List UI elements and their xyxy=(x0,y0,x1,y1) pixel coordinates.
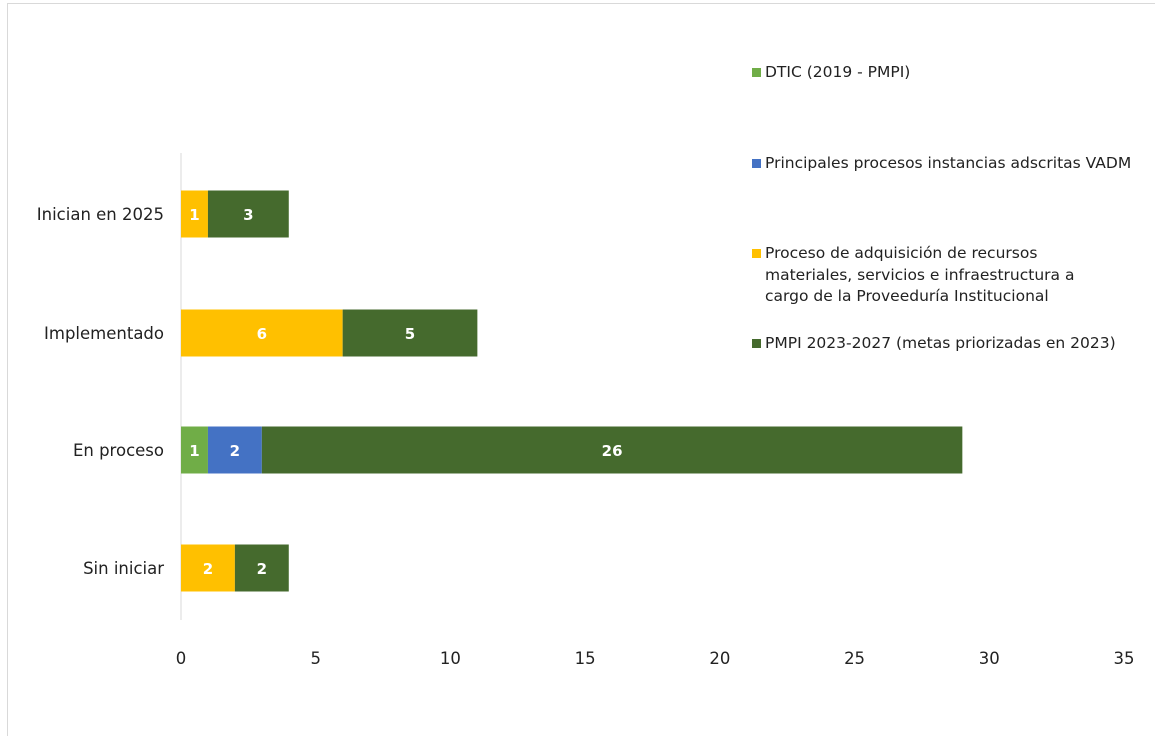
x-tick-label: 0 xyxy=(176,649,187,668)
category-label: Implementado xyxy=(44,324,164,343)
bar-segment xyxy=(207,426,262,474)
x-tick-label: 20 xyxy=(709,649,730,668)
data-label: 6 xyxy=(257,325,267,343)
x-tick-label: 5 xyxy=(310,649,321,668)
bar-segment xyxy=(261,426,963,474)
legend-item-vadm: Principales procesos instancias adscrita… xyxy=(752,153,1152,175)
x-tick-label: 10 xyxy=(440,649,461,668)
category-label: En proceso xyxy=(73,441,164,460)
bar-segment xyxy=(342,309,478,357)
legend-swatch-dtic xyxy=(752,68,761,77)
chart-frame xyxy=(7,3,1155,736)
category-labels: Inician en 2025 Implementado En proceso Sin… xyxy=(37,205,164,578)
data-label: 1 xyxy=(189,206,199,224)
x-tick-label: 25 xyxy=(844,649,865,668)
legend-label-vadm: Principales procesos instancias adscrita… xyxy=(765,154,1132,172)
category-label: Sin iniciar xyxy=(83,559,164,578)
legend-item-dtic: DTIC (2019 - PMPI) xyxy=(752,62,1152,84)
bar-segment xyxy=(181,190,208,238)
bar-segment xyxy=(181,426,208,474)
legend-item-pmpi: PMPI 2023-2027 (metas priorizadas en 202… xyxy=(752,333,1152,355)
x-tick-labels: 0 5 10 15 20 25 30 35 xyxy=(176,649,1135,668)
data-label: 26 xyxy=(602,442,623,460)
data-label: 2 xyxy=(203,560,213,578)
data-label: 1 xyxy=(189,442,199,460)
legend-label-proveeduria: Proceso de adquisición de recursos mater… xyxy=(765,244,1075,305)
x-tick-label: 15 xyxy=(575,649,596,668)
bar-segment xyxy=(207,190,289,238)
bar-segment xyxy=(181,309,343,357)
category-label: Inician en 2025 xyxy=(37,205,164,224)
legend-swatch-vadm xyxy=(752,159,761,168)
bar-segment xyxy=(181,544,235,592)
bar-segment xyxy=(234,544,289,592)
legend-item-proveeduria: Proceso de adquisición de recursos mater… xyxy=(752,243,1152,308)
data-label: 2 xyxy=(230,442,240,460)
x-tick-label: 30 xyxy=(979,649,1000,668)
x-tick-label: 35 xyxy=(1114,649,1135,668)
legend-swatch-proveeduria xyxy=(752,249,761,258)
data-label: 3 xyxy=(243,206,253,224)
data-label: 2 xyxy=(257,560,267,578)
legend-label-dtic: DTIC (2019 - PMPI) xyxy=(765,63,911,81)
legend-label-pmpi: PMPI 2023-2027 (metas priorizadas en 202… xyxy=(765,334,1116,352)
bars: 1 3 6 5 1 2 26 2 2 xyxy=(181,190,963,592)
legend-swatch-pmpi xyxy=(752,339,761,348)
data-label: 5 xyxy=(405,325,415,343)
